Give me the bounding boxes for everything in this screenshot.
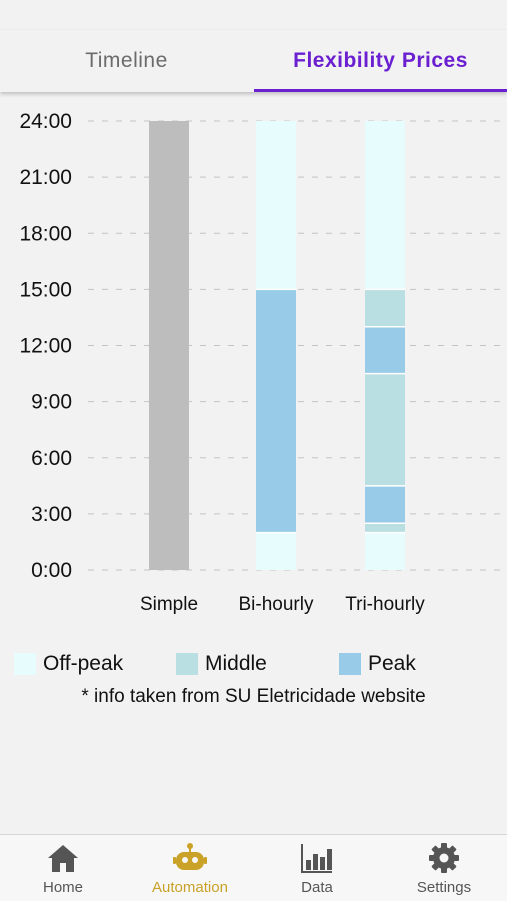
tab-flexibility-prices[interactable]: Flexibility Prices xyxy=(293,49,468,72)
legend-item-peak: Peak xyxy=(339,652,416,676)
chart-legend: Off-peak Middle Peak xyxy=(0,652,507,680)
y-tick-label: 6:00 xyxy=(31,447,72,470)
nav-label-settings: Settings xyxy=(416,879,472,896)
y-tick-label: 9:00 xyxy=(31,391,72,414)
y-tick-label: 12:00 xyxy=(19,335,72,358)
bar-segment-middle xyxy=(365,523,405,533)
bar-segment-peak xyxy=(256,289,296,533)
tab-bar: Timeline Flexibility Prices xyxy=(0,30,507,92)
nav-label-data: Data xyxy=(301,879,333,896)
bar-segment-off-peak xyxy=(365,532,405,570)
bottom-nav: Home Automation Data xyxy=(0,834,507,901)
legend-swatch-off-peak xyxy=(14,653,36,675)
nav-item-automation[interactable]: Automation xyxy=(127,841,253,899)
bar-segment-peak xyxy=(365,326,405,374)
legend-label-peak: Peak xyxy=(368,652,416,675)
legend-swatch-peak xyxy=(339,653,361,675)
y-tick-label: 21:00 xyxy=(19,166,72,189)
bar-segment-middle xyxy=(365,373,405,486)
y-tick-label: 0:00 xyxy=(31,559,72,582)
bar-chart-icon xyxy=(299,841,335,875)
bar-segment-off-peak xyxy=(256,532,296,570)
bar-segment-off-peak xyxy=(256,121,296,290)
robot-icon xyxy=(172,841,208,875)
legend-label-off-peak: Off-peak xyxy=(43,652,124,675)
bar-segment-middle xyxy=(365,289,405,327)
x-category-label: Simple xyxy=(140,594,198,615)
tariff-schedule-chart: 0:00 3:00 6:00 9:00 12:00 15:00 18:00 21:00 24:0… xyxy=(19,110,500,615)
legend-item-middle: Middle xyxy=(176,652,267,676)
gear-icon xyxy=(426,841,462,875)
home-icon xyxy=(45,841,81,875)
y-tick-label: 3:00 xyxy=(31,503,72,526)
y-tick-label: 18:00 xyxy=(19,222,72,245)
active-tab-indicator xyxy=(254,89,507,92)
nav-item-home[interactable]: Home xyxy=(0,841,126,899)
nav-item-settings[interactable]: Settings xyxy=(381,841,507,899)
tab-timeline[interactable]: Timeline xyxy=(85,49,168,72)
nav-label-automation: Automation xyxy=(152,879,228,896)
bar-segment-off-peak xyxy=(365,121,405,290)
bar-segment-simple xyxy=(149,121,189,570)
nav-item-data[interactable]: Data xyxy=(254,841,380,899)
x-category-label: Tri-hourly xyxy=(345,594,425,615)
source-note: * info taken from SU Eletricidade websit… xyxy=(81,686,426,707)
legend-item-off-peak: Off-peak xyxy=(14,652,123,676)
x-category-label: Bi-hourly xyxy=(239,594,314,615)
legend-swatch-middle xyxy=(176,653,198,675)
status-bar xyxy=(0,0,507,30)
y-tick-label: 24:00 xyxy=(19,110,72,133)
legend-label-middle: Middle xyxy=(205,652,267,675)
bar-segment-peak xyxy=(365,485,405,524)
y-tick-label: 15:00 xyxy=(19,278,72,301)
nav-label-home: Home xyxy=(42,879,83,896)
